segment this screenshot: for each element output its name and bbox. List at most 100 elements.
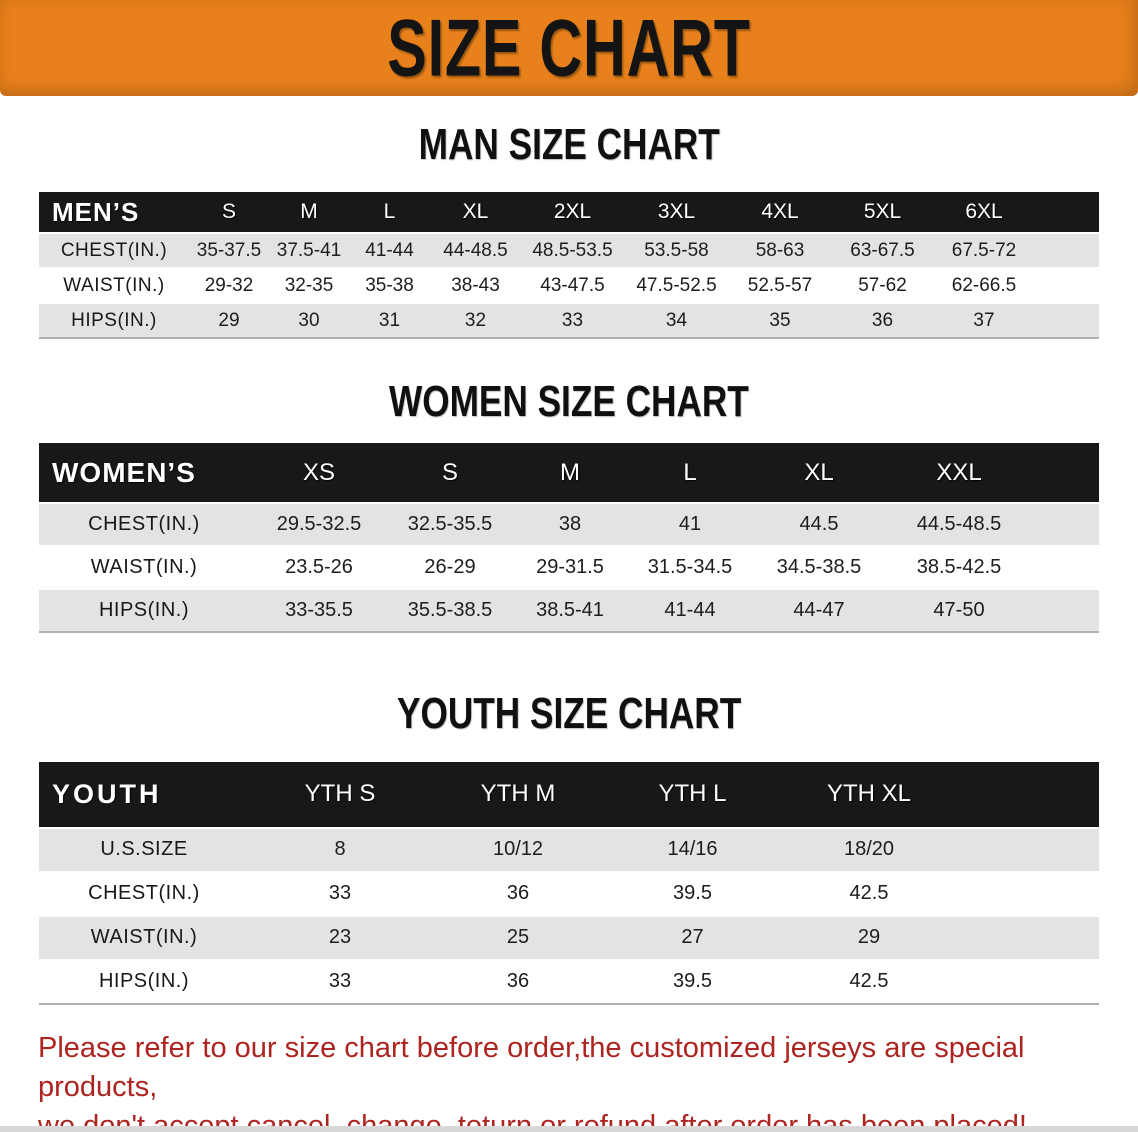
men-column-header-2xl: 2XL [521, 192, 624, 235]
cell-filler [958, 828, 1099, 873]
women-column-header-xxl: XXL [887, 443, 1031, 505]
women-header-filler [1031, 443, 1099, 505]
cell: 33 [249, 960, 431, 1005]
women-column-header-xs: XS [249, 443, 389, 505]
cell: 62-66.5 [934, 269, 1034, 305]
cell: 58-63 [729, 234, 831, 270]
cell: 27 [605, 916, 780, 961]
row-label: WAIST(IN.) [39, 269, 189, 305]
row-label: CHEST(IN.) [39, 504, 249, 548]
men-header-filler [1034, 192, 1099, 235]
cell: 33 [249, 872, 431, 917]
cell: 36 [831, 304, 934, 340]
youth-header-label: YOUTH [39, 761, 249, 829]
men-column-header-5xl: 5XL [831, 192, 934, 235]
cell-filler [1031, 504, 1099, 548]
cell-filler [1034, 234, 1099, 270]
cell: 36 [431, 960, 605, 1005]
cell: 31.5-34.5 [629, 547, 751, 591]
cell: 35 [729, 304, 831, 340]
men-column-header-xl: XL [430, 192, 521, 235]
row-label: U.S.SIZE [39, 828, 249, 873]
cell: 37.5-41 [269, 234, 349, 270]
men-column-header-m: M [269, 192, 349, 235]
cell: 31 [349, 304, 430, 340]
cell: 67.5-72 [934, 234, 1034, 270]
men-column-header-6xl: 6XL [934, 192, 1034, 235]
cell: 29-31.5 [511, 547, 629, 591]
cell: 38-43 [430, 269, 521, 305]
man-section-title: MAN SIZE CHART [0, 120, 1138, 169]
men-header-label: MEN’S [39, 192, 189, 235]
order-policy-note-line1: Please refer to our size chart before or… [38, 1031, 1025, 1103]
men-column-header-3xl: 3XL [624, 192, 729, 235]
cell: 33 [521, 304, 624, 340]
man-section-title-text: MAN SIZE CHART [418, 120, 720, 169]
cell: 29 [189, 304, 269, 340]
cell-filler [958, 916, 1099, 961]
women-header-label: WOMEN’S [39, 443, 249, 505]
banner-title: SIZE CHART [387, 2, 751, 94]
cell: 29-32 [189, 269, 269, 305]
cell: 42.5 [780, 960, 958, 1005]
women-column-header-s: S [389, 443, 511, 505]
cell-filler [1034, 269, 1099, 305]
men-column-header-4xl: 4XL [729, 192, 831, 235]
youth-column-header-xl: YTH XL [780, 761, 958, 829]
youth-column-header-m: YTH M [431, 761, 605, 829]
cell: 14/16 [605, 828, 780, 873]
men-size-table: MEN’S S M L XL 2XL 3XL 4XL 5XL 6XL CHEST… [39, 192, 1099, 340]
youth-column-header-s: YTH S [249, 761, 431, 829]
cell: 44.5 [751, 504, 887, 548]
cell: 32-35 [269, 269, 349, 305]
row-label: HIPS(IN.) [39, 960, 249, 1005]
cell: 39.5 [605, 872, 780, 917]
women-hips-row: HIPS(IN.) 33-35.5 35.5-38.5 38.5-41 41-4… [39, 590, 1099, 634]
cell: 26-29 [389, 547, 511, 591]
youth-chest-row: CHEST(IN.) 33 36 39.5 42.5 [39, 872, 1099, 917]
bottom-divider [0, 1126, 1138, 1132]
cell: 38.5-41 [511, 590, 629, 634]
cell: 42.5 [780, 872, 958, 917]
size-chart-banner: SIZE CHART [0, 0, 1138, 96]
cell-filler [1034, 304, 1099, 340]
women-header-row: WOMEN’S XS S M L XL XXL [39, 443, 1099, 505]
youth-header-row: YOUTH YTH S YTH M YTH L YTH XL [39, 761, 1099, 829]
cell-filler [1031, 590, 1099, 634]
cell: 52.5-57 [729, 269, 831, 305]
cell-filler [958, 960, 1099, 1005]
youth-section-title: YOUTH SIZE CHART [0, 691, 1138, 737]
cell: 39.5 [605, 960, 780, 1005]
cell: 53.5-58 [624, 234, 729, 270]
youth-ussize-row: U.S.SIZE 8 10/12 14/16 18/20 [39, 828, 1099, 873]
cell: 38 [511, 504, 629, 548]
cell: 34 [624, 304, 729, 340]
cell: 34.5-38.5 [751, 547, 887, 591]
cell: 37 [934, 304, 1034, 340]
row-label: CHEST(IN.) [39, 234, 189, 270]
women-waist-row: WAIST(IN.) 23.5-26 26-29 29-31.5 31.5-34… [39, 547, 1099, 591]
men-waist-row: WAIST(IN.) 29-32 32-35 35-38 38-43 43-47… [39, 269, 1099, 305]
row-label: HIPS(IN.) [39, 590, 249, 634]
men-chest-row: CHEST(IN.) 35-37.5 37.5-41 41-44 44-48.5… [39, 234, 1099, 270]
cell: 38.5-42.5 [887, 547, 1031, 591]
cell: 30 [269, 304, 349, 340]
cell: 29 [780, 916, 958, 961]
men-hips-row: HIPS(IN.) 29 30 31 32 33 34 35 36 37 [39, 304, 1099, 340]
row-label: CHEST(IN.) [39, 872, 249, 917]
row-label: HIPS(IN.) [39, 304, 189, 340]
cell: 36 [431, 872, 605, 917]
cell: 10/12 [431, 828, 605, 873]
women-chest-row: CHEST(IN.) 29.5-32.5 32.5-35.5 38 41 44.… [39, 504, 1099, 548]
youth-column-header-l: YTH L [605, 761, 780, 829]
cell: 41 [629, 504, 751, 548]
row-label: WAIST(IN.) [39, 916, 249, 961]
youth-section-title-text: YOUTH SIZE CHART [396, 689, 742, 739]
cell: 44.5-48.5 [887, 504, 1031, 548]
women-size-table: WOMEN’S XS S M L XL XXL CHEST(IN.) 29.5-… [39, 443, 1099, 634]
cell: 63-67.5 [831, 234, 934, 270]
cell: 32 [430, 304, 521, 340]
youth-waist-row: WAIST(IN.) 23 25 27 29 [39, 916, 1099, 961]
cell-filler [1031, 547, 1099, 591]
cell: 48.5-53.5 [521, 234, 624, 270]
